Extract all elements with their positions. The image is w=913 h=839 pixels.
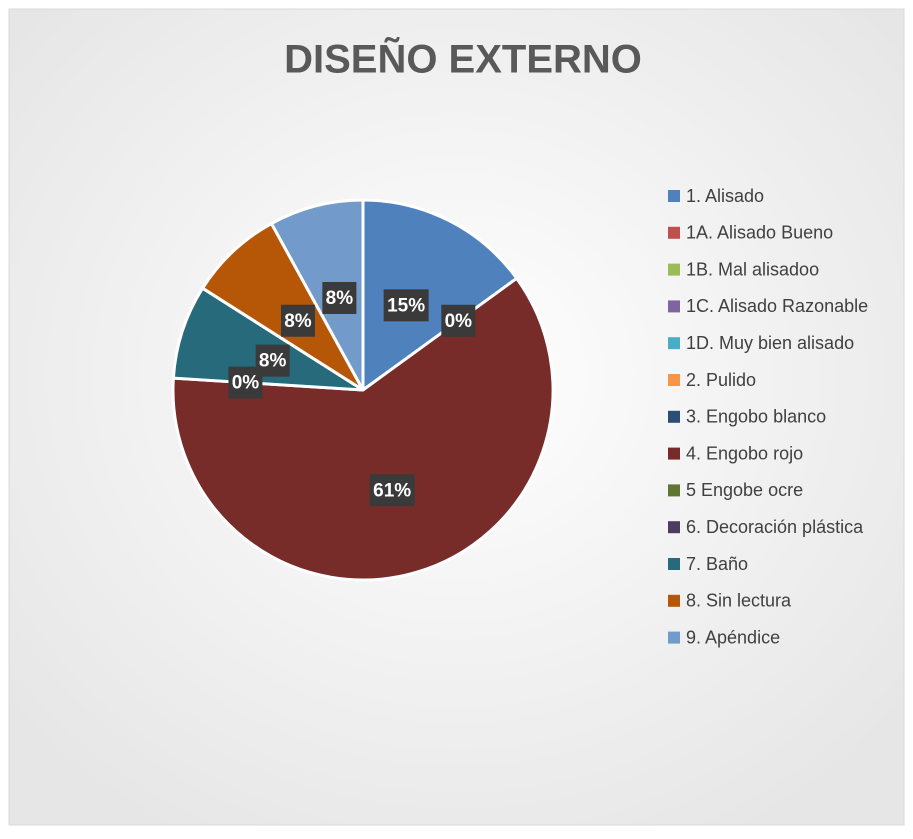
data-label-box xyxy=(280,304,315,337)
pie-slice xyxy=(269,198,365,391)
legend-label: 9. Apéndice xyxy=(686,627,780,647)
legend-swatch xyxy=(668,558,680,570)
chart-title: DISEÑO EXTERNO xyxy=(284,36,642,82)
data-label: 8% xyxy=(326,288,354,309)
legend-label: 4. Engobo rojo xyxy=(686,443,803,463)
pie-slice xyxy=(171,276,555,582)
data-label-box xyxy=(383,289,429,322)
data-label: 8% xyxy=(284,311,312,332)
legend-swatch xyxy=(668,226,680,239)
legend-label: 7. Baño xyxy=(686,554,748,574)
legend-swatch xyxy=(668,447,680,460)
legend-swatch xyxy=(668,521,680,534)
legend-swatch xyxy=(668,594,680,607)
legend-swatch xyxy=(668,337,680,350)
legend-label: 1C. Alisado Razonable xyxy=(686,296,868,316)
legend-label: 1. Alisado xyxy=(686,186,764,206)
data-label: 0% xyxy=(445,311,473,332)
legend-swatch xyxy=(668,374,680,386)
data-label: 15% xyxy=(387,295,425,316)
data-label: 0% xyxy=(232,373,260,394)
data-label-box xyxy=(369,474,415,507)
data-label-box xyxy=(322,281,357,314)
legend-label: 2. Pulido xyxy=(686,370,756,390)
legend-swatch xyxy=(668,484,680,497)
legend-swatch xyxy=(668,190,680,202)
legend-swatch xyxy=(668,263,680,276)
legend-label: 1A. Alisado Bueno xyxy=(686,223,833,243)
legend-label: 1B. Mal alisadoo xyxy=(686,259,819,279)
legend-label: 1D. Muy bien alisado xyxy=(686,333,854,353)
data-label: 61% xyxy=(373,480,411,501)
data-label: 8% xyxy=(259,351,287,372)
pie-slice xyxy=(171,286,364,392)
legend-label: 5 Engobe ocre xyxy=(686,480,803,500)
data-label-box xyxy=(255,344,290,377)
legend-swatch xyxy=(668,631,680,644)
pie-slice xyxy=(361,198,519,393)
legend-label: 8. Sin lectura xyxy=(686,591,792,611)
legend-swatch xyxy=(668,410,680,423)
legend-swatch xyxy=(668,300,680,313)
data-label-box xyxy=(441,304,476,337)
legend-label: 3. Engobo blanco xyxy=(686,407,826,427)
legend-label: 6. Decoración plástica xyxy=(686,517,864,537)
